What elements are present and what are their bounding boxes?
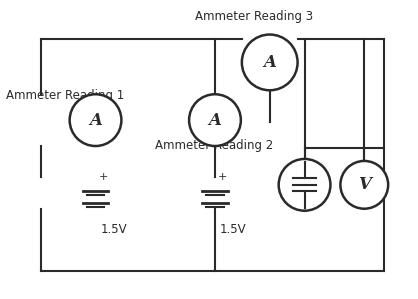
- Text: A: A: [263, 54, 276, 71]
- Text: V: V: [358, 176, 371, 193]
- Text: A: A: [209, 112, 222, 129]
- Text: A: A: [89, 112, 102, 129]
- Text: 1.5V: 1.5V: [220, 223, 247, 236]
- Circle shape: [279, 159, 331, 211]
- Text: +: +: [218, 172, 228, 182]
- Text: +: +: [99, 172, 108, 182]
- Text: Ammeter Reading 2: Ammeter Reading 2: [155, 138, 273, 152]
- Text: 1.5V: 1.5V: [100, 223, 127, 236]
- Circle shape: [189, 94, 241, 146]
- Text: Ammeter Reading 3: Ammeter Reading 3: [195, 10, 313, 23]
- Circle shape: [70, 94, 121, 146]
- Text: Ammeter Reading 1: Ammeter Reading 1: [6, 89, 124, 102]
- Circle shape: [242, 35, 298, 90]
- Circle shape: [340, 161, 388, 209]
